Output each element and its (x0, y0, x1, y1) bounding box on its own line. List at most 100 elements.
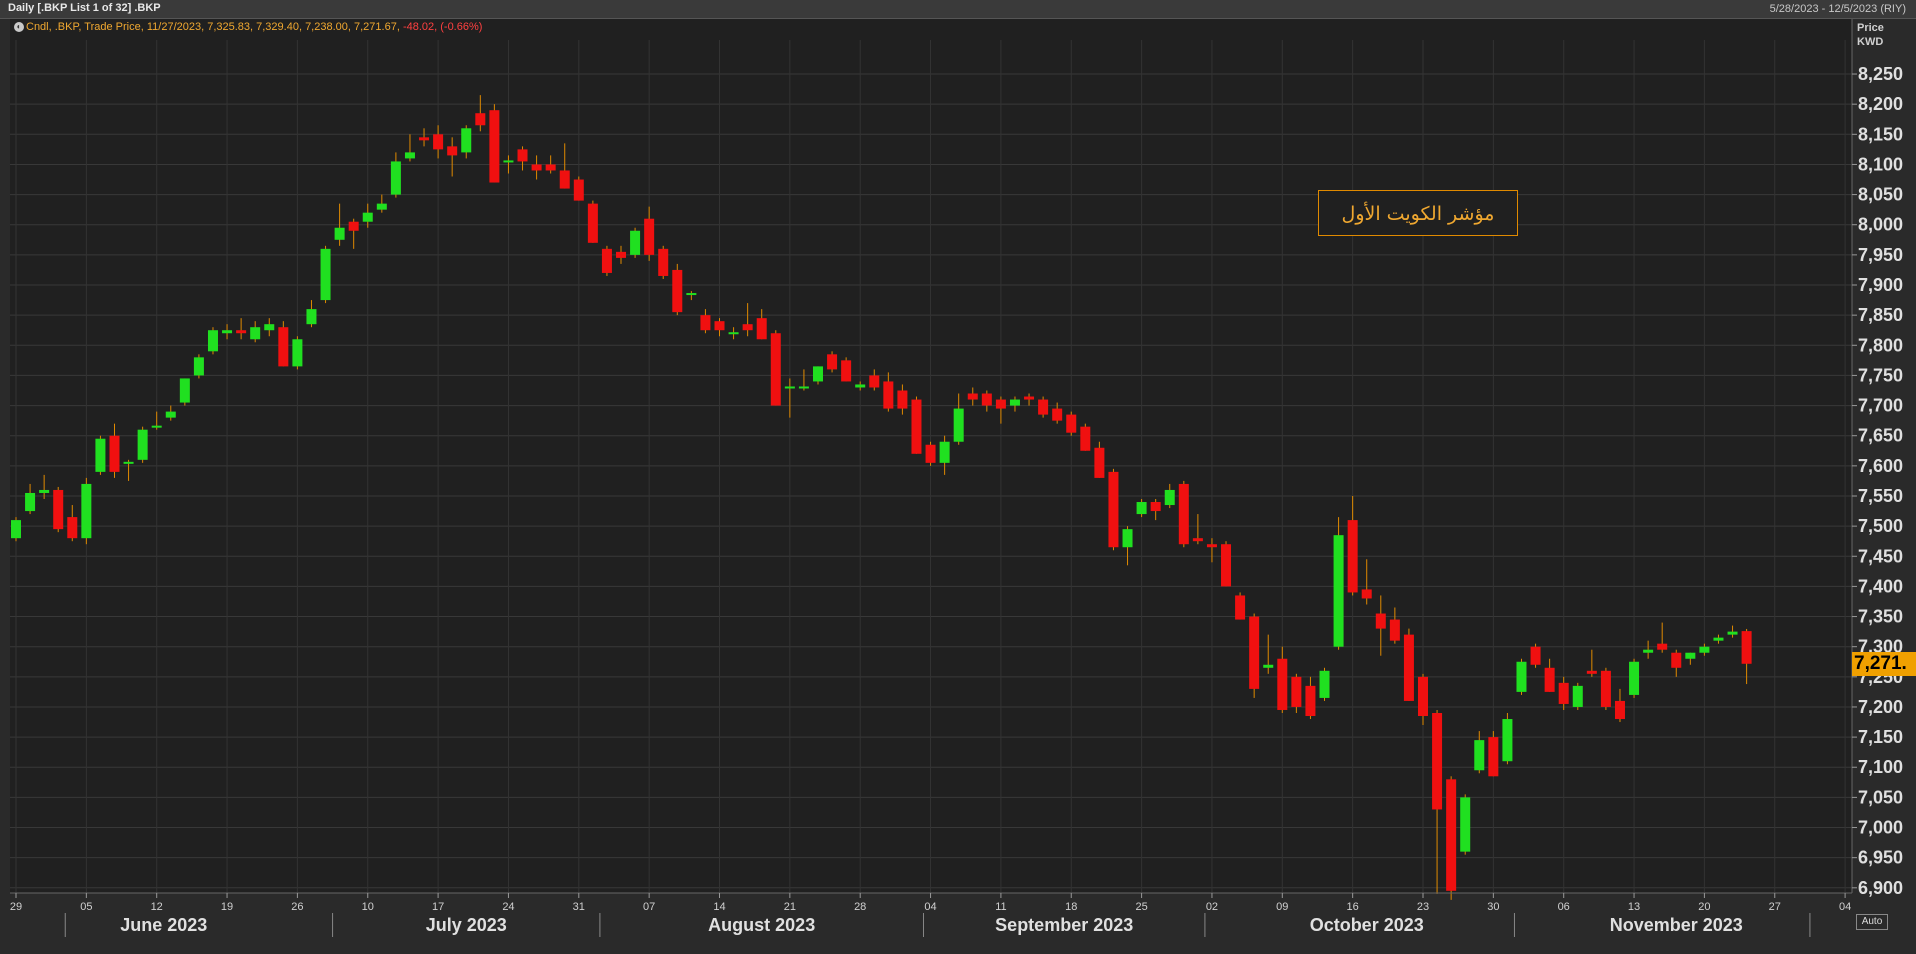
candle[interactable] (770, 330, 781, 406)
candle[interactable] (1389, 607, 1400, 644)
candle[interactable] (475, 95, 486, 132)
candle[interactable] (1122, 526, 1133, 566)
candle[interactable] (1699, 643, 1710, 656)
candle[interactable] (461, 125, 472, 159)
candle[interactable] (390, 152, 401, 198)
candle[interactable] (545, 155, 556, 174)
candle[interactable] (1066, 411, 1077, 436)
candle[interactable] (995, 396, 1006, 424)
candle[interactable] (1361, 559, 1372, 605)
candle[interactable] (1249, 613, 1260, 698)
candle[interactable] (841, 357, 852, 382)
candle[interactable] (1178, 480, 1189, 548)
candle[interactable] (672, 263, 683, 316)
candle[interactable] (1347, 495, 1358, 596)
candle[interactable] (1629, 658, 1640, 698)
candle[interactable] (1291, 673, 1302, 713)
candle[interactable] (644, 206, 655, 261)
candle[interactable] (897, 384, 908, 415)
candle[interactable] (756, 309, 767, 340)
candle[interactable] (320, 245, 331, 304)
candle[interactable] (953, 393, 964, 445)
candle[interactable] (1474, 731, 1485, 774)
candle[interactable] (1206, 538, 1217, 563)
candle[interactable] (123, 459, 134, 481)
candle[interactable] (207, 327, 218, 355)
candle[interactable] (686, 291, 697, 301)
candle[interactable] (1277, 646, 1288, 713)
candle[interactable] (658, 245, 669, 279)
candle[interactable] (630, 227, 641, 258)
candle[interactable] (362, 203, 373, 228)
candle[interactable] (179, 378, 190, 406)
candle[interactable] (25, 483, 36, 515)
candle[interactable] (728, 327, 739, 340)
candle[interactable] (165, 405, 176, 421)
candle[interactable] (700, 309, 711, 334)
candle[interactable] (1516, 658, 1527, 695)
candle[interactable] (489, 104, 500, 183)
candle[interactable] (39, 474, 50, 500)
candle[interactable] (1727, 625, 1738, 638)
candle[interactable] (1530, 643, 1541, 668)
candle[interactable] (616, 245, 627, 264)
candle[interactable] (531, 155, 542, 180)
candle[interactable] (1164, 483, 1175, 509)
candle[interactable] (1009, 396, 1020, 412)
chart-annotation[interactable]: مؤشر الكويت الأول (1318, 190, 1518, 236)
candle[interactable] (1305, 676, 1316, 720)
candle[interactable] (1136, 499, 1147, 518)
candle[interactable] (1333, 517, 1344, 650)
candle[interactable] (742, 303, 753, 337)
candle[interactable] (1614, 688, 1625, 723)
candle[interactable] (1192, 514, 1203, 545)
candle[interactable] (967, 387, 978, 406)
candle[interactable] (278, 321, 289, 367)
candle[interactable] (1221, 541, 1232, 587)
candle[interactable] (1403, 628, 1414, 701)
candle[interactable] (1741, 628, 1752, 685)
candle[interactable] (601, 245, 612, 276)
candle[interactable] (939, 435, 950, 475)
candle[interactable] (264, 318, 275, 337)
candle[interactable] (11, 517, 21, 542)
candle[interactable] (250, 321, 261, 343)
candle[interactable] (503, 155, 514, 174)
candle[interactable] (1024, 393, 1035, 406)
candle[interactable] (1713, 634, 1724, 644)
candle[interactable] (376, 194, 387, 213)
candle[interactable] (81, 477, 92, 545)
candle[interactable] (1685, 652, 1696, 665)
candle[interactable] (1432, 709, 1443, 894)
candle[interactable] (1502, 712, 1513, 765)
candle[interactable] (222, 324, 233, 340)
candle[interactable] (1108, 468, 1119, 551)
candle[interactable] (433, 125, 444, 159)
candle[interactable] (587, 200, 598, 243)
candle[interactable] (419, 128, 430, 147)
candle[interactable] (1080, 423, 1091, 451)
candle[interactable] (236, 318, 247, 340)
candle[interactable] (67, 505, 78, 542)
candle[interactable] (1600, 667, 1611, 710)
candle[interactable] (573, 176, 584, 201)
candle[interactable] (95, 435, 106, 475)
series-legend[interactable]: ◐ Cndl, .BKP, Trade Price, 11/27/2023, 7,… (14, 21, 482, 37)
candle[interactable] (109, 423, 120, 478)
candle[interactable] (812, 366, 823, 385)
candle[interactable] (869, 369, 880, 391)
candle[interactable] (1572, 682, 1583, 710)
candle[interactable] (1657, 622, 1668, 653)
candle[interactable] (1671, 649, 1682, 677)
candle[interactable] (1038, 396, 1049, 418)
candle[interactable] (827, 351, 838, 373)
legend-settings-icon[interactable]: ◐ (14, 22, 24, 33)
candle[interactable] (1150, 499, 1161, 521)
auto-scale-button[interactable]: Auto (1856, 914, 1888, 930)
candle[interactable] (53, 486, 64, 533)
candle[interactable] (151, 411, 162, 430)
candle[interactable] (1418, 673, 1428, 726)
candle[interactable] (193, 354, 204, 379)
candle[interactable] (1544, 658, 1555, 692)
